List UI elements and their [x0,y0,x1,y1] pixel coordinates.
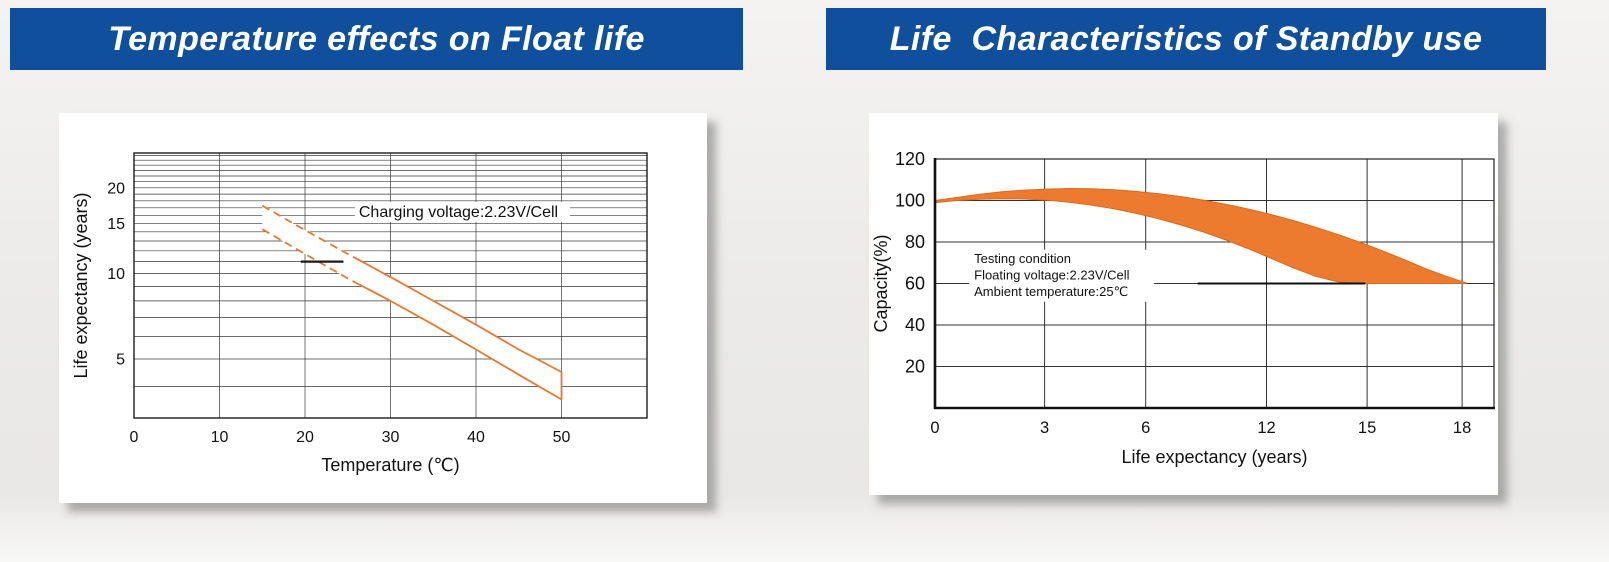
x-axis-label: Life expectancy (years) [1121,447,1307,467]
standby-life-title: Life Characteristics of Standby use [889,19,1483,58]
x-tick-label: 3 [1040,419,1049,437]
x-tick-label: 20 [296,429,314,446]
y-tick-label: 20 [905,357,925,377]
x-tick-label: 6 [1141,419,1150,437]
annotation-line: Testing condition [974,251,1071,266]
x-axis-label: Temperature (℃) [321,455,459,475]
float-life-plot: 0 10 20 30 40 50 5 10 15 20 Temperature (℃) Life ex… [71,152,648,475]
float-life-upper-solid [355,257,562,373]
x-tick-label: 0 [130,429,139,446]
x-tick-label: 50 [553,429,571,446]
plot-border [133,152,648,419]
y-axis-label: Life expectancy (years) [71,192,91,378]
float-life-header-bar: Temperature effects on Float life [10,8,743,70]
y-tick-label: 40 [905,315,925,335]
x-tick-label: 15 [1358,419,1376,437]
y-tick-label: 80 [905,232,925,252]
float-life-band [262,205,562,400]
float-life-lower-solid [355,282,562,401]
y-tick-label: 5 [116,352,125,369]
y-tick-label: 100 [895,191,925,211]
float-life-chart-card: 0 10 20 30 40 50 5 10 15 20 Temperature (℃) Life ex… [59,113,707,503]
x-tick-label: 10 [211,429,229,446]
annotation-text: Charging voltage:2.23V/Cell [359,204,558,221]
x-tick-label: 0 [930,419,939,437]
y-tick-label: 15 [107,216,125,233]
capacity-band [934,187,1467,284]
annotation-line: Floating voltage:2.23V/Cell [974,267,1129,282]
float-life-chart: 0 10 20 30 40 50 5 10 15 20 Temperature (℃) Life ex… [71,152,648,475]
annotation-line: Ambient temperature:25℃ [974,284,1128,299]
x-tick-label: 30 [382,429,400,446]
annotation-bg [354,201,570,222]
standby-life-chart-card: Testing condition Floating voltage:2.23V/… [869,113,1498,495]
x-tick-label: 40 [467,429,485,446]
annotation-bg [969,249,1155,302]
y-tick-label: 20 [107,180,125,197]
y-tick-label: 10 [107,266,125,283]
standby-life-header-bar: Life Characteristics of Standby use [826,8,1546,70]
float-life-title: Temperature effects on Float life [108,19,645,58]
x-tick-label: 12 [1257,419,1275,437]
y-tick-label: 60 [905,274,925,294]
x-tick-label: 18 [1453,419,1471,437]
y-axis-label: Capacity(%) [871,234,891,332]
y-tick-label: 120 [895,149,925,169]
